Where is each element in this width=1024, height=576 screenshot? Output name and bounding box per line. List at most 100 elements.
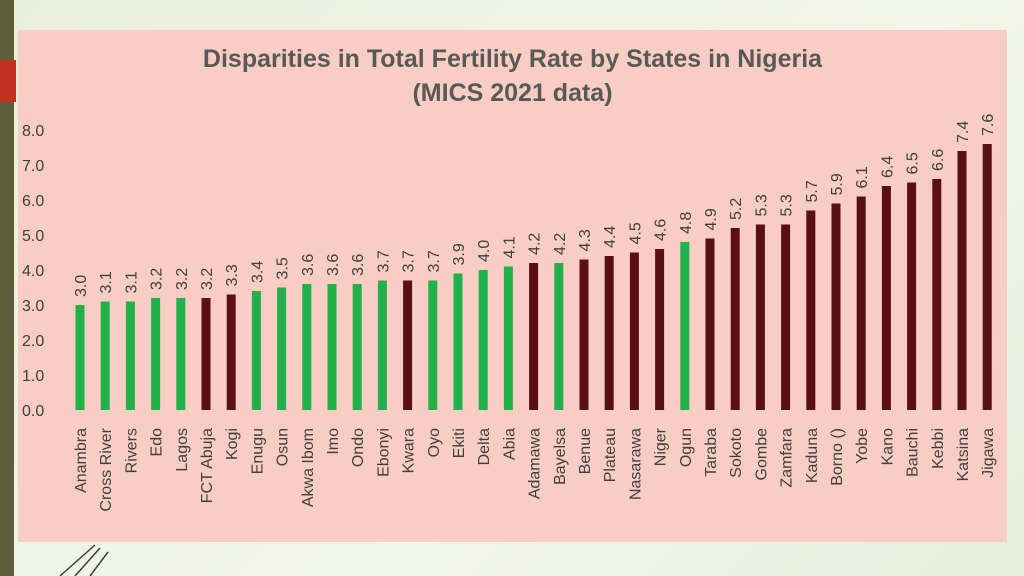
bar-delta bbox=[478, 270, 488, 410]
x-tick-label: Akwa Ibom bbox=[300, 428, 317, 507]
data-label: 6.4 bbox=[879, 156, 896, 178]
data-label: 4.3 bbox=[577, 229, 594, 251]
bar-niger bbox=[655, 249, 665, 410]
x-tick-label: Katsina bbox=[955, 428, 972, 481]
x-tick-label: Ebonyi bbox=[375, 428, 392, 477]
x-tick-label: Plateau bbox=[602, 428, 619, 482]
bar-benue bbox=[579, 259, 589, 410]
bar-gombe bbox=[755, 224, 765, 410]
x-tick-label: Imo bbox=[325, 428, 342, 455]
bar-plateau bbox=[604, 256, 614, 410]
y-tick-label: 8.0 bbox=[22, 123, 44, 140]
data-label: 5.3 bbox=[753, 194, 770, 216]
x-tick-label: Lagos bbox=[174, 428, 191, 472]
y-tick-label: 1.0 bbox=[22, 368, 44, 385]
data-label: 3.6 bbox=[325, 254, 342, 276]
x-tick-label: Jigawa bbox=[980, 428, 997, 478]
chart-subtitle: (MICS 2021 data) bbox=[412, 79, 613, 107]
x-tick-label: Oyo bbox=[426, 428, 443, 457]
data-label: 5.2 bbox=[728, 198, 745, 220]
x-tick-label: Yobe bbox=[854, 428, 871, 464]
x-tick-label: Enugu bbox=[249, 428, 266, 474]
bar-borno bbox=[831, 203, 841, 410]
x-tick-label: Sokoto bbox=[728, 428, 745, 478]
data-label: 7.6 bbox=[980, 114, 997, 136]
data-label: 3.1 bbox=[98, 271, 115, 293]
y-tick-label: 5.0 bbox=[22, 228, 44, 245]
x-tick-label: Anambra bbox=[73, 428, 90, 493]
x-tick-label: Bauchi bbox=[905, 428, 922, 477]
bar-lagos bbox=[176, 298, 186, 410]
x-tick-label: Kogi bbox=[224, 428, 241, 460]
bar-ogun bbox=[680, 242, 690, 410]
x-tick-label: Benue bbox=[577, 428, 594, 474]
y-tick-label: 7.0 bbox=[22, 158, 44, 175]
x-tick-label: Kaduna bbox=[804, 428, 821, 483]
data-label: 4.2 bbox=[552, 233, 569, 255]
bar-ondo bbox=[352, 284, 362, 410]
bar-ebonyi bbox=[377, 280, 387, 410]
data-label: 4.5 bbox=[627, 222, 644, 244]
bar-kaduna bbox=[806, 210, 816, 410]
bar-jigawa bbox=[982, 144, 992, 410]
bar-kano bbox=[881, 186, 891, 410]
x-tick-label: Borno () bbox=[829, 428, 846, 486]
data-label: 3.2 bbox=[149, 268, 166, 290]
data-label: 3.7 bbox=[375, 250, 392, 272]
data-label: 3.9 bbox=[451, 243, 468, 265]
bar-adamawa bbox=[529, 263, 539, 410]
data-label: 5.3 bbox=[779, 194, 796, 216]
data-label: 3.6 bbox=[300, 254, 317, 276]
bar-nasarawa bbox=[629, 252, 639, 410]
data-label: 4.9 bbox=[703, 208, 720, 230]
x-tick-label: Abia bbox=[501, 428, 518, 460]
bar-kwara bbox=[403, 280, 413, 410]
x-tick-label: Rivers bbox=[123, 428, 140, 473]
bar-sokoto bbox=[730, 228, 740, 410]
bar-kogi bbox=[226, 294, 236, 410]
bar-ekiti bbox=[453, 273, 463, 410]
data-label: 3.3 bbox=[224, 264, 241, 286]
data-label: 5.7 bbox=[804, 180, 821, 202]
y-tick-label: 3.0 bbox=[22, 298, 44, 315]
data-label: 4.6 bbox=[653, 219, 670, 241]
x-tick-label: Zamfara bbox=[779, 428, 796, 488]
x-tick-label: Ondo bbox=[350, 428, 367, 467]
bar-katsina bbox=[957, 151, 967, 410]
accent-tab bbox=[0, 60, 16, 102]
x-tick-label: Bayelsa bbox=[552, 428, 569, 485]
data-label: 7.4 bbox=[955, 121, 972, 143]
bar-anambra bbox=[75, 305, 85, 410]
data-label: 6.6 bbox=[930, 149, 947, 171]
data-label: 6.5 bbox=[905, 152, 922, 174]
x-tick-label: Niger bbox=[653, 427, 670, 466]
y-tick-label: 2.0 bbox=[22, 333, 44, 350]
data-label: 3.2 bbox=[174, 268, 191, 290]
data-label: 3.6 bbox=[350, 254, 367, 276]
x-tick-label: Edo bbox=[149, 428, 166, 457]
data-label: 4.2 bbox=[527, 233, 544, 255]
bar-fct-abuja bbox=[201, 298, 211, 410]
bar-yobe bbox=[856, 196, 866, 410]
data-label: 4.1 bbox=[501, 236, 518, 258]
x-tick-label: Cross River bbox=[98, 427, 115, 511]
bar-enugu bbox=[251, 291, 261, 410]
bar-kebbi bbox=[932, 179, 942, 410]
data-label: 4.8 bbox=[678, 212, 695, 234]
x-tick-label: Kwara bbox=[401, 428, 418, 473]
x-tick-label: Gombe bbox=[753, 428, 770, 481]
bar-osun bbox=[277, 287, 287, 410]
bar-abia bbox=[503, 266, 513, 410]
data-label: 3.4 bbox=[249, 261, 266, 283]
data-label: 3.2 bbox=[199, 268, 216, 290]
x-tick-label: Osun bbox=[275, 428, 292, 466]
data-label: 3.7 bbox=[426, 250, 443, 272]
bar-zamfara bbox=[781, 224, 791, 410]
x-tick-label: FCT Abuja bbox=[199, 428, 216, 503]
data-label: 3.0 bbox=[73, 275, 90, 297]
x-tick-label: Nasarawa bbox=[627, 428, 644, 500]
data-label: 4.0 bbox=[476, 240, 493, 262]
bar-edo bbox=[151, 298, 161, 410]
